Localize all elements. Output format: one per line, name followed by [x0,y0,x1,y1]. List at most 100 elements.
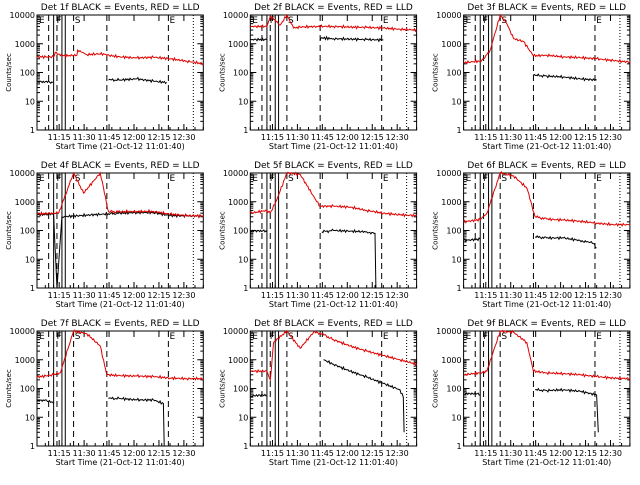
y-tick-label: 10 [25,97,35,106]
y-axis-label: Counts/sec [5,369,13,408]
x-tick-label: 12:00 [122,133,145,142]
interval-flag-e: E [466,16,472,26]
x-tick-label: 12:00 [336,449,359,458]
interval-flag-s: S [75,332,81,342]
series-line-lld [463,170,630,227]
x-tick-label: 12:00 [122,449,145,458]
detector-panel-8: Det 8f BLACK = Events, RED = LLD 1 10 100 10… [218,319,418,467]
interval-flag-e: E [39,16,45,26]
x-tick-label: 12:00 [122,291,145,300]
y-tick-label: 100 [20,227,35,236]
x-tick-label: 11:45 [311,133,334,142]
series-line-events [249,359,405,433]
x-tick-label: 12:30 [172,449,195,458]
series-line-lld [250,330,417,382]
x-tick-label: 11:30 [286,133,309,142]
x-tick-label: 12:00 [336,291,359,300]
series-line-lld [249,171,417,218]
series-line-events [250,228,377,289]
panel-title: Det 5f BLACK = Events, RED = LLD [254,161,413,171]
y-tick-label: 1000 [441,40,461,49]
interval-flag-s: S [501,16,507,26]
x-tick-label: 12:30 [386,133,409,142]
panel-title: Det 2f BLACK = Events, RED = LLD [254,3,413,13]
series-line-events [36,210,204,289]
y-tick-label: 100 [233,69,248,78]
series-line-lld [36,171,204,219]
y-axis-label: Counts/sec [432,369,440,408]
interval-flag-f: F [270,16,275,26]
detector-panel-7: Det 7f BLACK = Events, RED = LLD 1 10 100 10… [5,319,204,467]
series-line-events [463,387,599,433]
x-tick-label: 11:15 [48,133,71,142]
x-tick-label: 11:45 [524,449,547,458]
x-tick-label: 11:30 [286,449,309,458]
y-tick-label: 1 [457,126,462,135]
x-tick-label: 11:30 [499,133,522,142]
interval-flag-e: E [252,332,258,342]
x-tick-label: 11:45 [524,291,547,300]
x-tick-label: 12:00 [549,133,572,142]
detector-panel-3: Det 3f BLACK = Events, RED = LLD 1 10 100 10… [432,3,631,151]
y-tick-label: 1 [30,442,35,451]
x-tick-label: 11:15 [261,291,284,300]
y-tick-label: 100 [446,227,461,236]
x-tick-label: 11:30 [73,133,96,142]
interval-flag-e: E [252,174,258,184]
interval-flag-e: E [383,332,389,342]
y-tick-label: 1 [30,284,35,293]
series-line-lld [250,13,417,33]
interval-flag-e: E [39,174,45,184]
x-tick-label: 11:45 [98,133,121,142]
y-tick-label: 10000 [436,11,461,20]
panel-title: Det 9f BLACK = Events, RED = LLD [467,319,626,329]
interval-flag-f: F [270,174,275,184]
y-tick-label: 1 [243,442,248,451]
series-line-lld [463,329,631,381]
series-line-lld [36,48,204,66]
x-axis-label: Start Time (21-Oct-12 11:01:40) [482,300,611,309]
y-tick-label: 1000 [441,356,461,365]
y-tick-label: 100 [20,385,35,394]
y-axis-label: Counts/sec [432,211,440,250]
y-axis-label: Counts/sec [218,369,226,408]
interval-flag-e: E [596,332,602,342]
y-tick-label: 1000 [228,356,248,365]
y-axis-label: Counts/sec [5,53,13,92]
x-tick-label: 12:30 [599,291,622,300]
panel-title: Det 4f BLACK = Events, RED = LLD [41,161,200,171]
series-line-lld [463,13,631,65]
interval-flag-s: S [75,16,81,26]
panel-title: Det 8f BLACK = Events, RED = LLD [254,319,413,329]
x-tick-label: 11:45 [98,449,121,458]
y-tick-label: 1000 [441,198,461,207]
x-tick-label: 11:15 [474,291,497,300]
x-tick-label: 12:15 [574,133,597,142]
y-tick-label: 10000 [10,169,35,178]
series-line-events [533,73,597,82]
detector-panel-9: Det 9f BLACK = Events, RED = LLD 1 10 100 10… [432,319,631,467]
interval-flag-e: E [383,16,389,26]
y-tick-label: 1 [457,284,462,293]
x-axis-label: Start Time (21-Oct-12 11:01:40) [56,300,185,309]
y-tick-label: 1000 [228,198,248,207]
interval-flag-s: S [288,174,294,184]
x-tick-label: 12:15 [147,449,170,458]
y-tick-label: 10 [238,255,248,264]
panel-title: Det 6f BLACK = Events, RED = LLD [467,161,626,171]
interval-flag-s: S [501,174,507,184]
y-tick-label: 10 [25,413,35,422]
x-axis-label: Start Time (21-Oct-12 11:01:40) [482,458,611,467]
y-axis-label: Counts/sec [218,53,226,92]
x-tick-label: 11:30 [286,291,309,300]
y-tick-label: 10 [25,255,35,264]
y-tick-label: 10 [451,255,461,264]
x-tick-label: 11:30 [499,291,522,300]
interval-flag-e: E [170,332,176,342]
y-tick-label: 100 [446,69,461,78]
detector-panel-1: Det 1f BLACK = Events, RED = LLD 1 10 100 10… [5,3,204,151]
detector-panel-5: Det 5f BLACK = Events, RED = LLD 1 10 100 10… [218,161,418,309]
y-tick-label: 1000 [15,356,35,365]
